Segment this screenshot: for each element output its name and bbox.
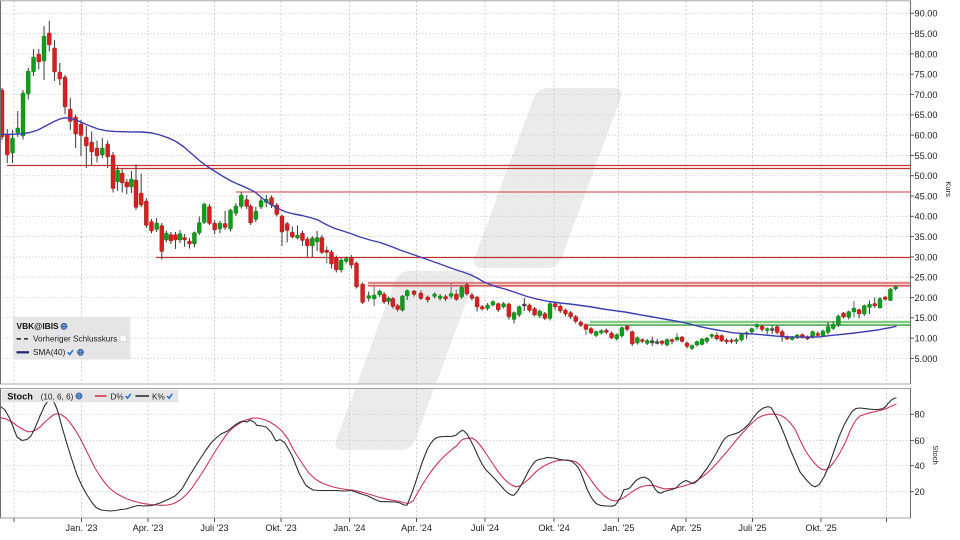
- svg-text:10.00: 10.00: [915, 334, 938, 344]
- svg-text:Apr. '23: Apr. '23: [133, 523, 164, 533]
- svg-text:VBK@IBIS: VBK@IBIS: [17, 321, 60, 331]
- svg-text:80: 80: [915, 410, 925, 420]
- svg-text:90.00: 90.00: [915, 9, 938, 19]
- svg-text:35.00: 35.00: [915, 232, 938, 242]
- svg-text:40: 40: [915, 461, 925, 471]
- svg-text:5.000: 5.000: [915, 354, 938, 364]
- svg-text:K%: K%: [152, 392, 165, 401]
- svg-text:20: 20: [915, 487, 925, 497]
- svg-text:55.00: 55.00: [915, 151, 938, 161]
- svg-text:60.00: 60.00: [915, 131, 938, 141]
- svg-text:50.00: 50.00: [915, 171, 938, 181]
- svg-text:30.00: 30.00: [915, 252, 938, 262]
- svg-text:Apr. '25: Apr. '25: [671, 523, 702, 533]
- svg-text:(10, 6, 6): (10, 6, 6): [41, 392, 74, 401]
- svg-text:75.00: 75.00: [915, 70, 938, 80]
- svg-text:45.00: 45.00: [915, 191, 938, 201]
- svg-text:40.00: 40.00: [915, 212, 938, 222]
- svg-text:Juli '24: Juli '24: [471, 523, 499, 533]
- svg-text:Okt. '23: Okt. '23: [265, 523, 296, 533]
- svg-text:60: 60: [915, 436, 925, 446]
- svg-text:25.00: 25.00: [915, 273, 938, 283]
- svg-text:Jan. '25: Jan. '25: [603, 523, 635, 533]
- svg-text:Kurs: Kurs: [944, 181, 953, 197]
- svg-text:Vorheriger Schlusskurs: Vorheriger Schlusskurs: [33, 335, 117, 344]
- svg-text:65.00: 65.00: [915, 110, 938, 120]
- svg-text:Juli '23: Juli '23: [200, 523, 228, 533]
- svg-text:85.00: 85.00: [915, 29, 938, 39]
- svg-text:Okt. '24: Okt. '24: [538, 523, 569, 533]
- svg-text:SMA(40): SMA(40): [33, 348, 66, 357]
- svg-text:Juli '25: Juli '25: [738, 523, 766, 533]
- svg-text:20.00: 20.00: [915, 293, 938, 303]
- svg-text:Stoch: Stoch: [931, 445, 940, 464]
- svg-text:70.00: 70.00: [915, 90, 938, 100]
- svg-text:Jan. '24: Jan. '24: [334, 523, 366, 533]
- svg-text:15.00: 15.00: [915, 313, 938, 323]
- svg-text:Stoch: Stoch: [7, 391, 33, 401]
- svg-text:Jan. '23: Jan. '23: [66, 523, 98, 533]
- svg-text:Apr. '24: Apr. '24: [401, 523, 432, 533]
- svg-text:80.00: 80.00: [915, 49, 938, 59]
- svg-text:Okt. '25: Okt. '25: [805, 523, 836, 533]
- svg-text:D%: D%: [111, 392, 124, 401]
